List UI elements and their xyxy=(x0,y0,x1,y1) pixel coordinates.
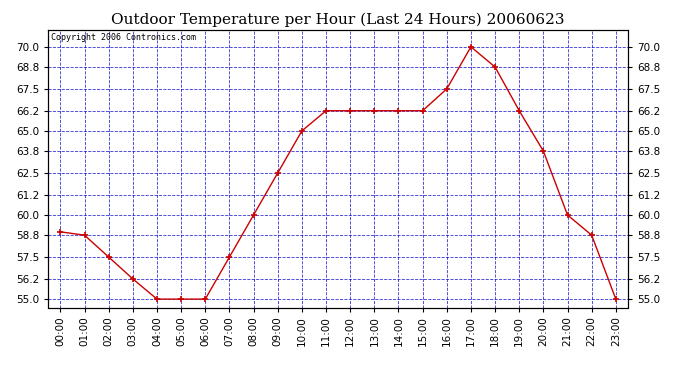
Title: Outdoor Temperature per Hour (Last 24 Hours) 20060623: Outdoor Temperature per Hour (Last 24 Ho… xyxy=(111,13,565,27)
Text: Copyright 2006 Contronics.com: Copyright 2006 Contronics.com xyxy=(51,33,196,42)
